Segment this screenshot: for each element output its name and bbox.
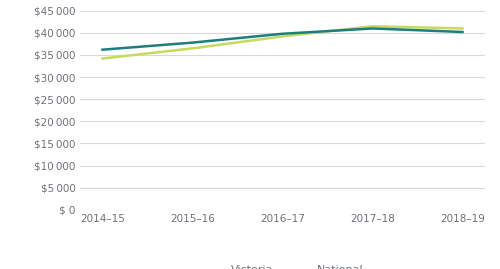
Legend: Victoria, National: Victoria, National [197, 261, 368, 269]
